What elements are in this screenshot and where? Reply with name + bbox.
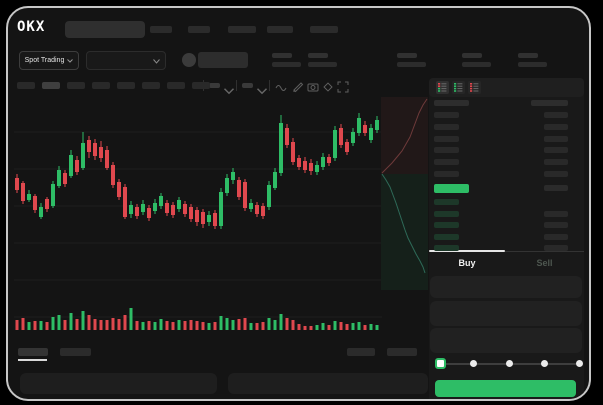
ask-row-amount-bar xyxy=(544,136,568,142)
indicator-wave-icon[interactable] xyxy=(275,81,287,93)
timeframe-button[interactable] xyxy=(117,82,135,89)
ask-row-amount-bar xyxy=(544,124,568,130)
bid-row-amount-bar xyxy=(544,211,568,217)
bid-row-amount-bar xyxy=(544,234,568,240)
tab-sell[interactable]: Sell xyxy=(536,258,553,268)
bottom-panel-right xyxy=(228,373,428,394)
nav-item[interactable] xyxy=(310,26,338,33)
order-book-header-amount xyxy=(531,100,568,106)
ask-row-amount-bar xyxy=(544,159,568,165)
camera-icon[interactable] xyxy=(307,81,319,93)
bid-row-price-bar xyxy=(434,222,459,228)
ticker-stat-label xyxy=(397,53,417,58)
last-price-bar[interactable] xyxy=(434,184,469,193)
order-amount-field[interactable] xyxy=(430,301,582,326)
ticker-stat-value xyxy=(462,62,491,67)
toolbar-divider xyxy=(269,80,270,91)
bottom-action-2[interactable] xyxy=(387,348,417,356)
last-price-amount-bar xyxy=(544,185,568,191)
combined-book-view-icon[interactable] xyxy=(436,81,449,94)
timeframe-button[interactable] xyxy=(42,82,60,89)
candlestick-chart[interactable] xyxy=(14,96,382,347)
bottom-tab-orders[interactable] xyxy=(18,348,48,356)
ask-row-amount-bar xyxy=(544,171,568,177)
bid-row-price-bar xyxy=(434,245,459,251)
timeframe-button[interactable] xyxy=(67,82,85,89)
timeframe-button[interactable] xyxy=(92,82,110,89)
bid-row-price-bar xyxy=(434,234,459,240)
interval-dropdown[interactable] xyxy=(209,83,220,88)
timeframe-button[interactable] xyxy=(17,82,35,89)
ticker-stat-value xyxy=(308,62,337,67)
order-book-header-price xyxy=(434,100,469,106)
header-action-button[interactable] xyxy=(198,52,248,68)
diamond-settings-icon[interactable] xyxy=(322,81,334,93)
timeframe-button[interactable] xyxy=(192,82,210,89)
ticker-stat-label xyxy=(518,53,538,58)
ticker-stat-value xyxy=(518,62,547,67)
search-input[interactable] xyxy=(65,21,145,38)
slider-stop-dot[interactable] xyxy=(576,360,583,367)
bid-row-price-bar xyxy=(434,199,459,205)
bottom-active-tab-underline xyxy=(18,359,47,361)
bid-row-amount-bar xyxy=(544,222,568,228)
bid-row-amount-bar xyxy=(544,245,568,251)
nav-item[interactable] xyxy=(150,26,172,33)
amount-slider-handle[interactable] xyxy=(435,358,446,369)
toolbar-divider xyxy=(236,80,237,91)
bottom-action-1[interactable] xyxy=(347,348,375,356)
ask-row-amount-bar xyxy=(544,112,568,118)
ask-row-price-bar xyxy=(434,159,459,165)
ask-row-price-bar xyxy=(434,171,459,177)
nav-item[interactable] xyxy=(228,26,256,33)
pair-selector-dropdown[interactable] xyxy=(86,51,166,70)
market-mode-label: Spot Trading xyxy=(24,57,65,64)
ask-row-amount-bar xyxy=(544,147,568,153)
ticker-stat-label xyxy=(308,53,328,58)
ask-row-price-bar xyxy=(434,147,459,153)
avatar[interactable] xyxy=(182,53,196,67)
asks-only-view-icon[interactable] xyxy=(468,81,481,94)
nav-item[interactable] xyxy=(267,26,293,33)
ask-row-price-bar xyxy=(434,112,459,118)
chevron-down-icon[interactable] xyxy=(223,85,235,97)
ask-row-price-bar xyxy=(434,136,459,142)
chevron-down-icon[interactable] xyxy=(256,85,268,97)
timeframe-button[interactable] xyxy=(167,82,185,89)
slider-stop-dot[interactable] xyxy=(506,360,513,367)
bid-row-price-bar xyxy=(434,211,459,217)
chevron-down-icon xyxy=(153,59,160,64)
okx-logo[interactable]: OKX xyxy=(17,19,46,35)
tab-divider xyxy=(429,251,584,252)
ticker-stat-label xyxy=(272,53,292,58)
order-total-field[interactable] xyxy=(430,328,582,353)
timeframe-button[interactable] xyxy=(142,82,160,89)
ticker-stat-value xyxy=(397,62,426,67)
active-tab-indicator xyxy=(429,250,505,252)
bottom-panel-left xyxy=(20,373,217,394)
pencil-icon[interactable] xyxy=(292,81,304,93)
nav-item[interactable] xyxy=(188,26,210,33)
slider-stop-dot[interactable] xyxy=(541,360,548,367)
market-mode-dropdown[interactable]: Spot Trading xyxy=(19,51,79,70)
bids-only-view-icon[interactable] xyxy=(452,81,465,94)
depth-chart[interactable] xyxy=(381,97,428,295)
tab-buy[interactable]: Buy xyxy=(458,258,476,268)
chevron-down-icon xyxy=(67,58,74,63)
bottom-tab-history[interactable] xyxy=(60,348,91,356)
order-price-field[interactable] xyxy=(430,276,582,298)
ticker-stat-label xyxy=(462,53,482,58)
expand-icon[interactable] xyxy=(337,81,349,93)
order-book-toolbar xyxy=(429,78,584,97)
buy-button[interactable] xyxy=(435,380,576,397)
app-window: OKX Spot Trading Buy Sell xyxy=(6,6,591,401)
ask-row-price-bar xyxy=(434,124,459,130)
ticker-stat-value xyxy=(272,62,301,67)
slider-stop-dot[interactable] xyxy=(470,360,477,367)
chart-style-dropdown[interactable] xyxy=(242,83,253,88)
